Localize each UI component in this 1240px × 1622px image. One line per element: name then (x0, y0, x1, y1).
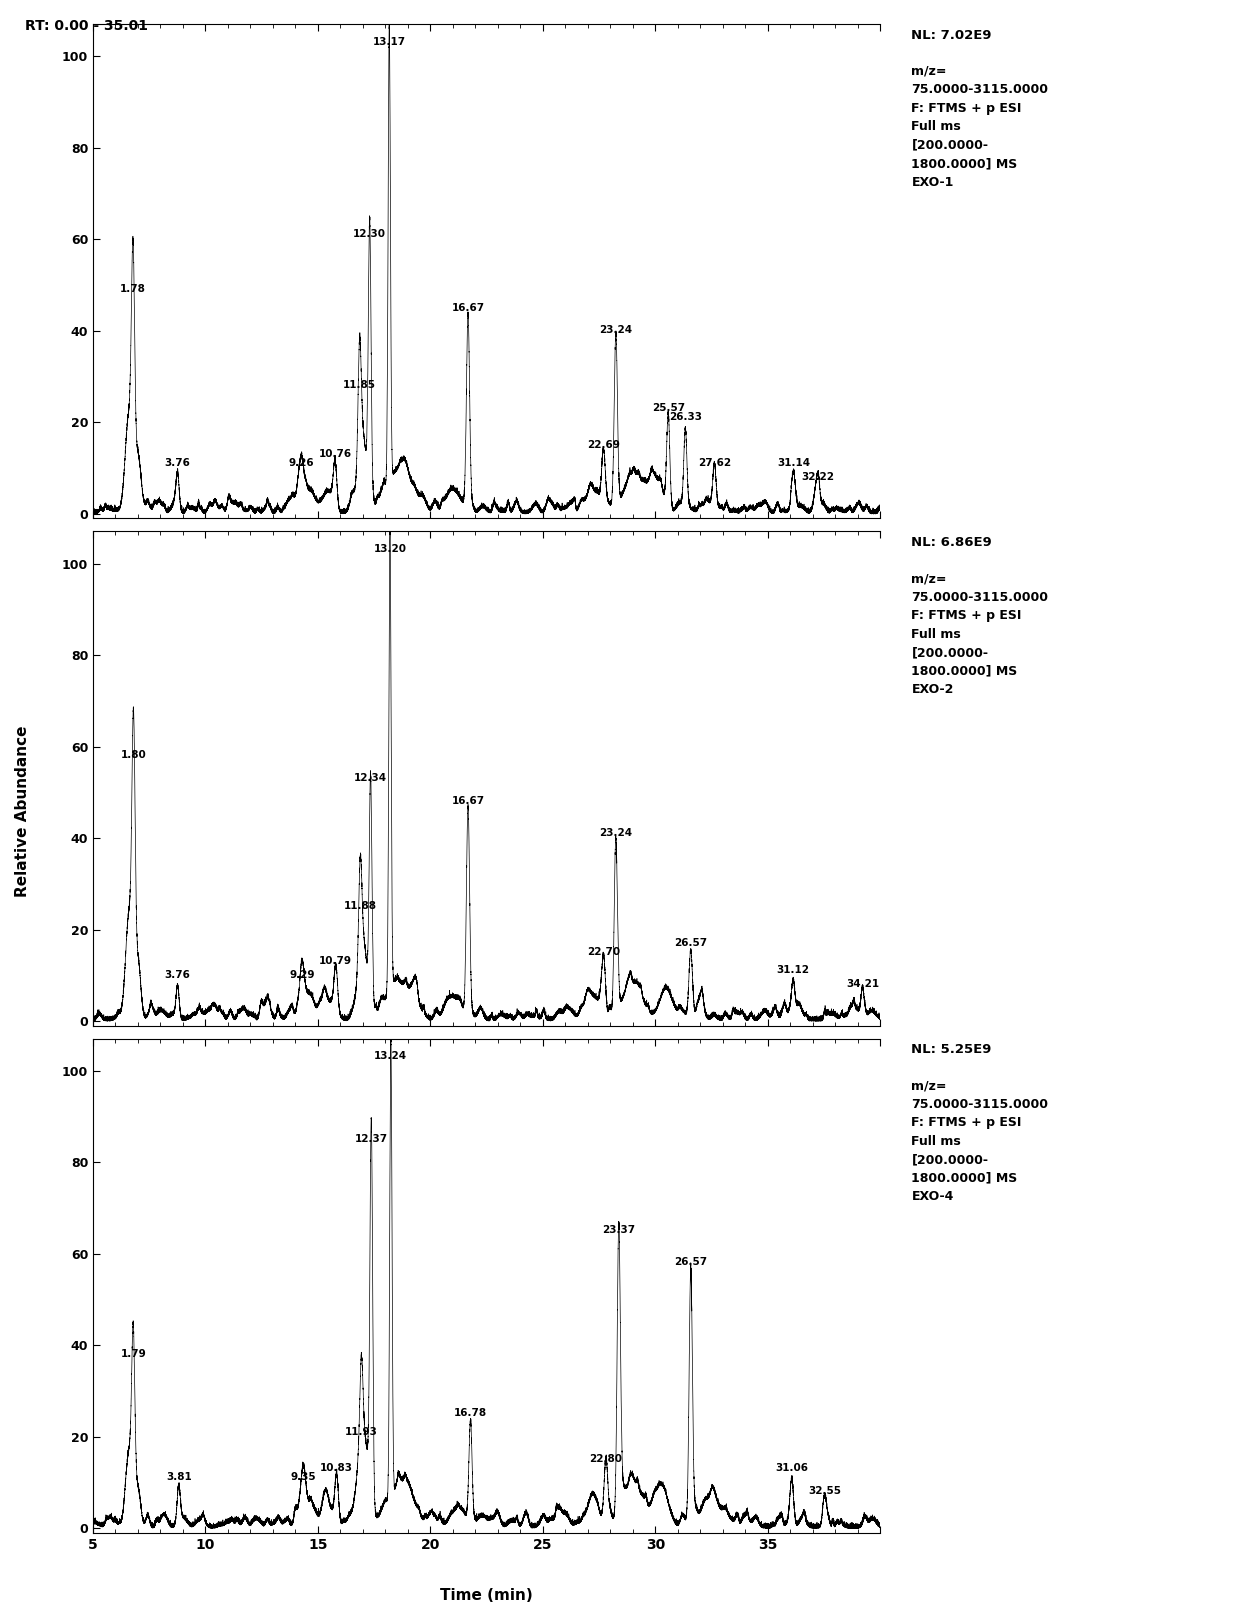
Text: 22.80: 22.80 (589, 1455, 622, 1465)
Text: 23.24: 23.24 (599, 829, 632, 839)
Text: 12.30: 12.30 (353, 229, 386, 240)
Text: 3.76: 3.76 (165, 457, 191, 469)
Text: 26.57: 26.57 (675, 1257, 707, 1267)
Text: 22.70: 22.70 (587, 947, 620, 957)
Text: 34.21: 34.21 (846, 980, 879, 989)
Text: 11.93: 11.93 (345, 1427, 378, 1437)
Text: 32.22: 32.22 (801, 472, 835, 482)
Text: 25.57: 25.57 (652, 404, 684, 414)
Text: RT: 0.00 - 35.01: RT: 0.00 - 35.01 (25, 19, 148, 34)
Text: 1.79: 1.79 (120, 1350, 146, 1359)
Text: 9.26: 9.26 (289, 457, 314, 469)
Text: 9.29: 9.29 (289, 970, 315, 980)
Text: 31.06: 31.06 (775, 1463, 808, 1473)
Text: 12.34: 12.34 (355, 774, 387, 783)
Text: m/z=
75.0000-3115.0000
F: FTMS + p ESI
Full ms
[200.0000-
1800.0000] MS
EXO-4: m/z= 75.0000-3115.0000 F: FTMS + p ESI F… (911, 1079, 1048, 1204)
Text: 10.79: 10.79 (319, 955, 352, 967)
Text: 26.57: 26.57 (675, 938, 707, 947)
Text: Relative Abundance: Relative Abundance (15, 725, 30, 897)
Text: NL: 7.02E9: NL: 7.02E9 (911, 29, 992, 42)
Text: 27.62: 27.62 (698, 457, 730, 469)
Text: m/z=
75.0000-3115.0000
F: FTMS + p ESI
Full ms
[200.0000-
1800.0000] MS
EXO-1: m/z= 75.0000-3115.0000 F: FTMS + p ESI F… (911, 65, 1048, 188)
Text: 23.37: 23.37 (603, 1225, 635, 1236)
Text: 13.20: 13.20 (373, 545, 407, 555)
Text: 13.17: 13.17 (373, 37, 405, 47)
Text: 3.81: 3.81 (166, 1473, 192, 1483)
Text: 23.24: 23.24 (599, 326, 632, 336)
Text: m/z=
75.0000-3115.0000
F: FTMS + p ESI
Full ms
[200.0000-
1800.0000] MS
EXO-2: m/z= 75.0000-3115.0000 F: FTMS + p ESI F… (911, 573, 1048, 696)
Text: 12.37: 12.37 (355, 1134, 388, 1144)
Text: 10.83: 10.83 (320, 1463, 353, 1473)
Text: 32.55: 32.55 (808, 1486, 842, 1495)
Text: Time (min): Time (min) (440, 1588, 533, 1603)
Text: 11.88: 11.88 (343, 902, 377, 912)
Text: 13.24: 13.24 (374, 1051, 408, 1061)
Text: NL: 6.86E9: NL: 6.86E9 (911, 537, 992, 550)
Text: 1.80: 1.80 (120, 751, 146, 761)
Text: 3.76: 3.76 (165, 970, 191, 980)
Text: 16.67: 16.67 (451, 796, 485, 806)
Text: 1.78: 1.78 (120, 284, 146, 294)
Text: 16.67: 16.67 (451, 303, 485, 313)
Text: 22.69: 22.69 (587, 440, 620, 449)
Text: 10.76: 10.76 (319, 449, 352, 459)
Text: 11.85: 11.85 (343, 381, 376, 391)
Text: 9.35: 9.35 (290, 1473, 316, 1483)
Text: 31.14: 31.14 (777, 457, 810, 469)
Text: 16.78: 16.78 (454, 1408, 487, 1418)
Text: 31.12: 31.12 (776, 965, 810, 975)
Text: 26.33: 26.33 (668, 412, 702, 422)
Text: NL: 5.25E9: NL: 5.25E9 (911, 1043, 992, 1056)
